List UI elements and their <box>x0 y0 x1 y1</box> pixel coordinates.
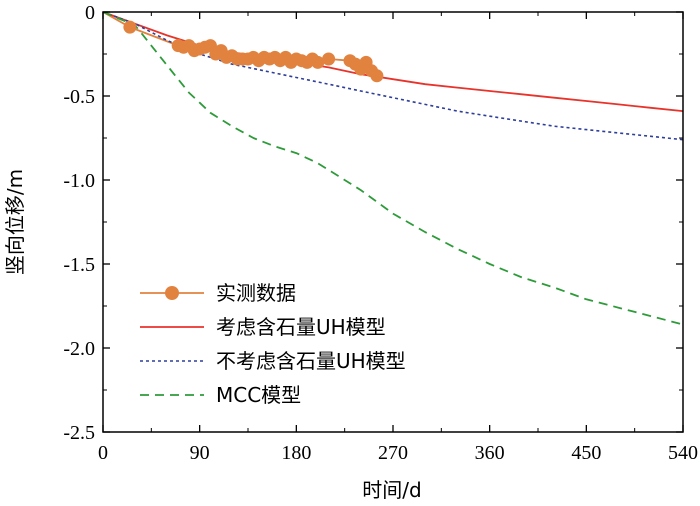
data-point <box>370 69 384 83</box>
x-tick-label: 540 <box>668 442 698 464</box>
axes: 0 90 180 270 360 450 540 0 -0.5 -1.0 -1.5 -2.0 -2.5 <box>63 2 698 464</box>
plot-area <box>103 12 683 326</box>
y-tick-label: -2.0 <box>63 338 95 360</box>
legend-label-2: 不考虑含石量UH模型 <box>216 349 406 373</box>
x-tick-label: 0 <box>98 442 108 464</box>
y-axis-title: 竖向位移/m <box>3 169 27 275</box>
x-tick-label: 450 <box>571 442 601 464</box>
series-line-1 <box>103 12 683 112</box>
legend-label-3: MCC模型 <box>216 383 301 407</box>
x-axis-title: 时间/d <box>362 478 421 502</box>
y-tick-label: -2.5 <box>63 422 95 444</box>
series-line-3 <box>103 12 683 326</box>
y-tick-label: -1.5 <box>63 254 95 276</box>
data-point <box>123 20 137 34</box>
data-point <box>311 55 325 69</box>
x-tick-label: 360 <box>475 442 505 464</box>
y-tick-label: 0 <box>85 2 95 24</box>
series-line-2 <box>103 12 683 141</box>
legend-marker-0 <box>165 286 179 300</box>
y-tick-label: -1.0 <box>63 170 95 192</box>
series-line-0 <box>103 12 378 77</box>
data-point <box>322 52 336 66</box>
x-tick-label: 180 <box>281 442 311 464</box>
x-tick-label: 90 <box>190 442 210 464</box>
x-tick-label: 270 <box>378 442 408 464</box>
legend-label-1: 考虑含石量UH模型 <box>216 315 386 339</box>
y-tick-label: -0.5 <box>63 86 95 108</box>
plot-clip-group <box>103 12 683 326</box>
legend-label-0: 实测数据 <box>216 281 296 305</box>
